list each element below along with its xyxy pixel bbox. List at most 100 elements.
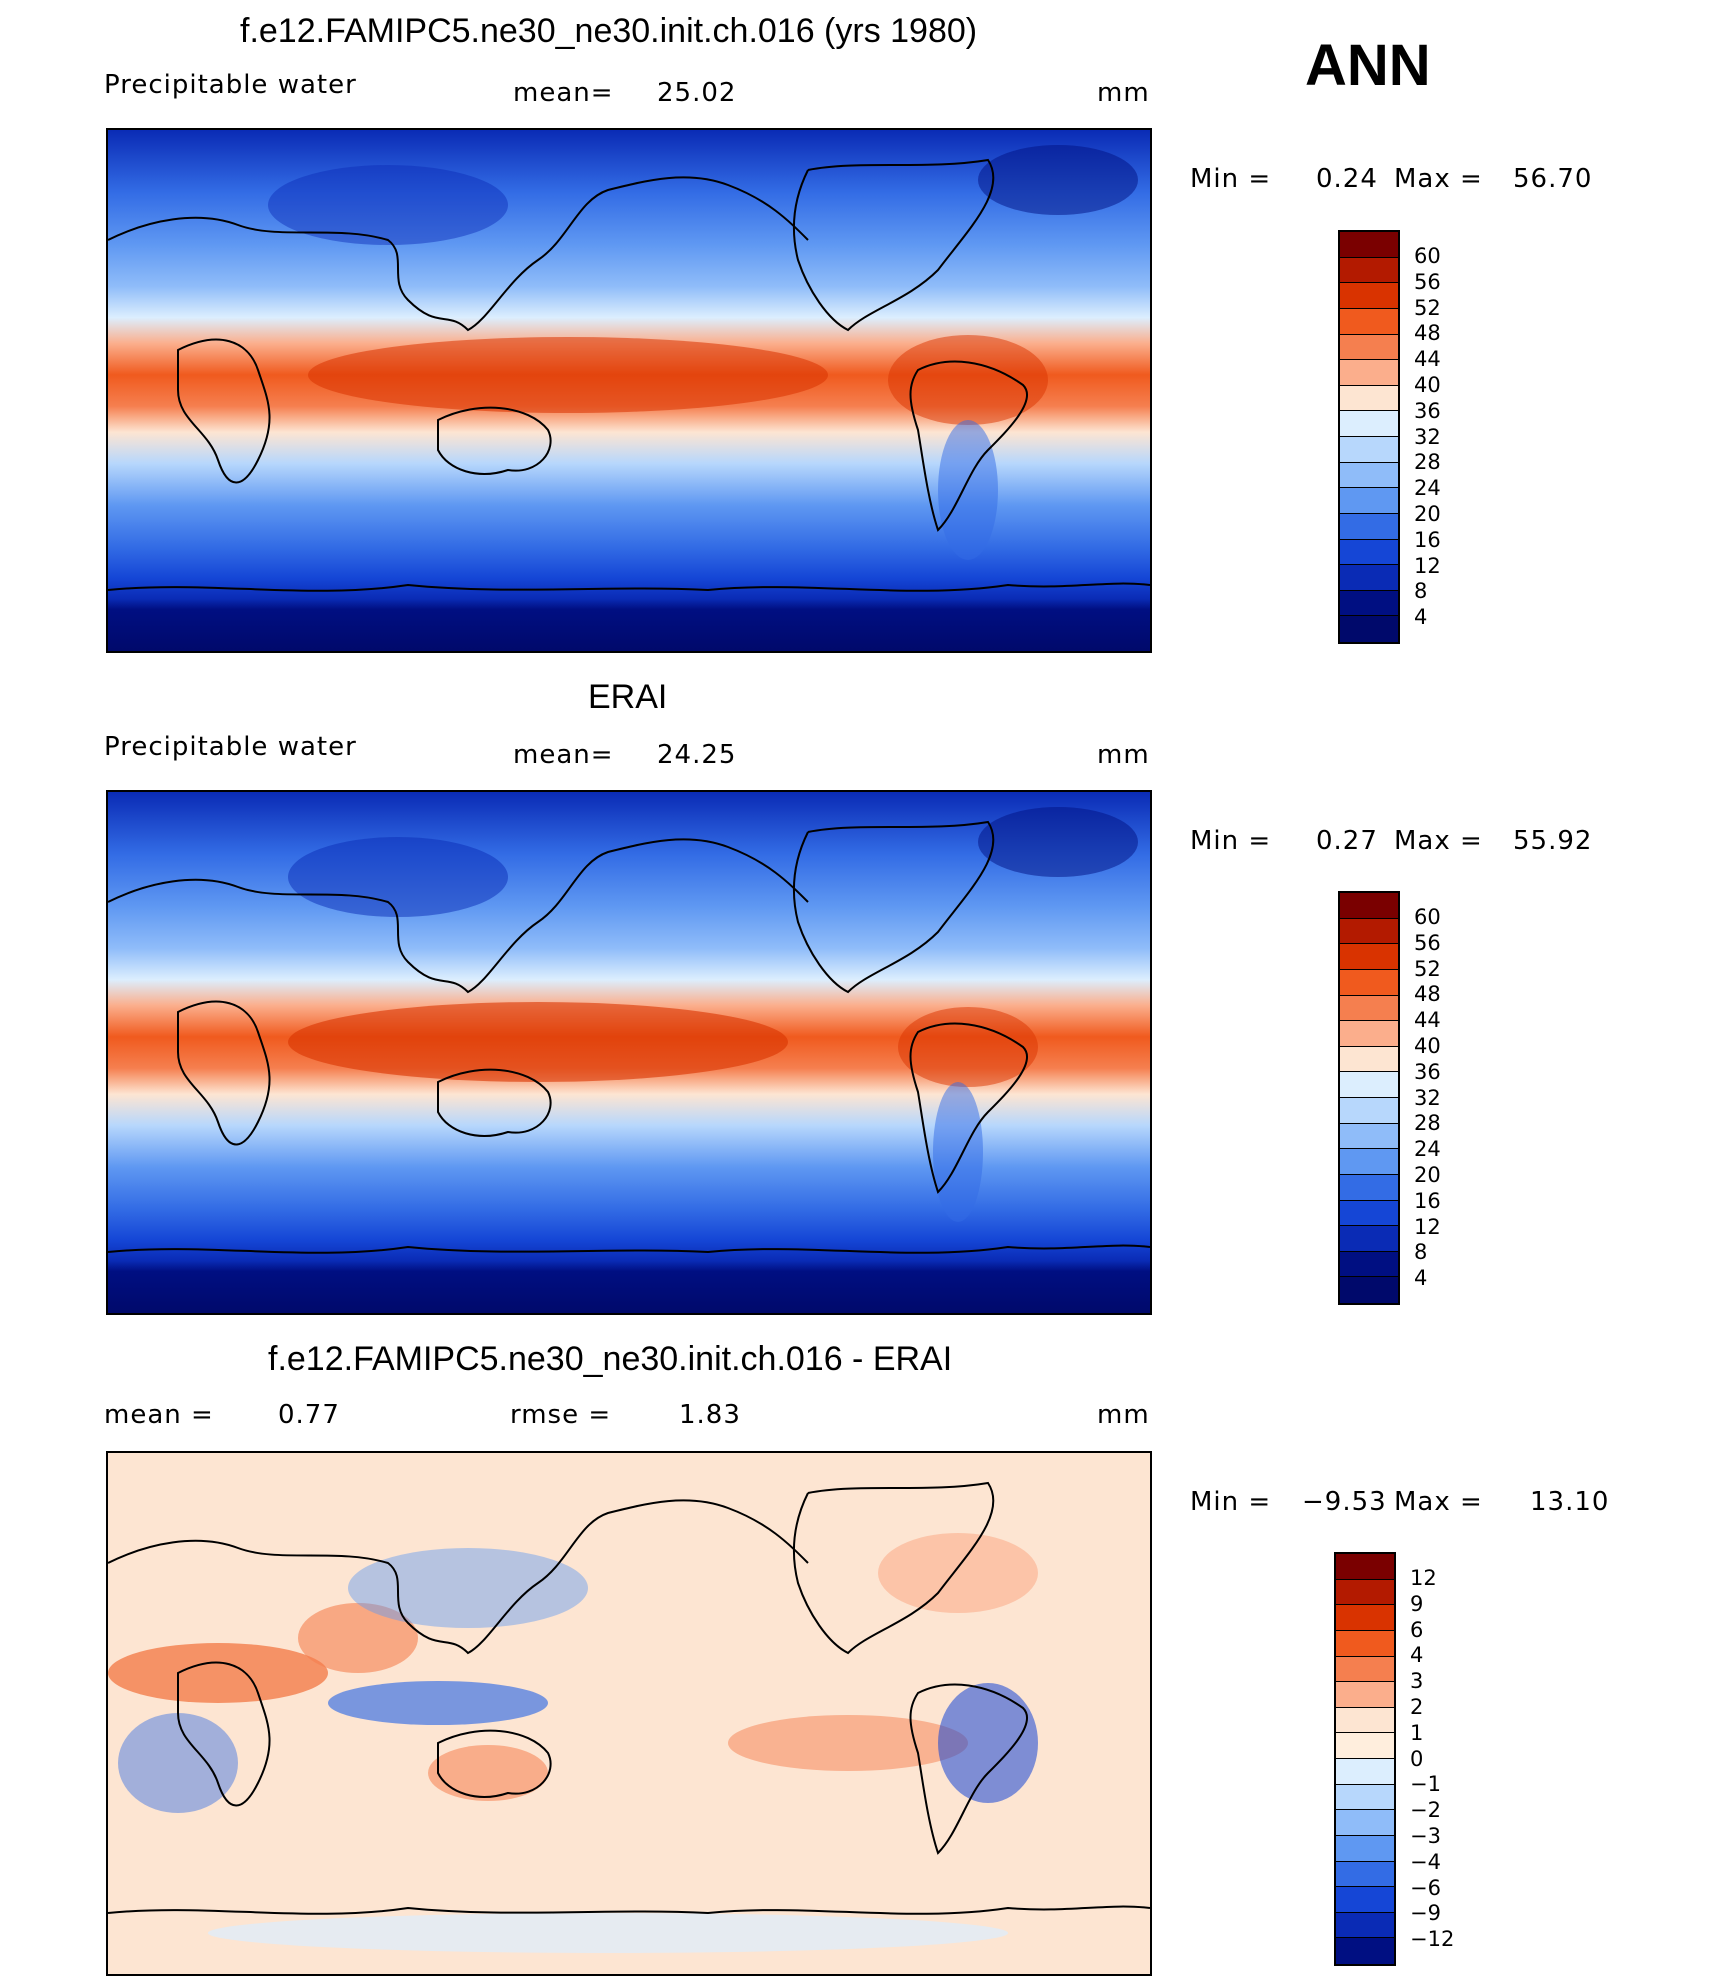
colorbar-tick-label: 52 bbox=[1414, 295, 1441, 320]
panel2-map bbox=[106, 790, 1152, 1315]
panel1-tibet-dry bbox=[268, 165, 508, 245]
colorbar-swatch bbox=[1340, 616, 1398, 642]
panel3-africa-coast bbox=[177, 1661, 271, 1807]
colorbar-swatch bbox=[1340, 1174, 1398, 1201]
colorbar-swatch bbox=[1340, 360, 1398, 386]
colorbar-tick-label: 8 bbox=[1414, 1240, 1428, 1265]
panel3-rmse-value: 1.83 bbox=[679, 1400, 741, 1430]
colorbar-swatch bbox=[1336, 1630, 1394, 1657]
colorbar-tick-label: 48 bbox=[1414, 982, 1441, 1007]
panel1-map bbox=[106, 128, 1152, 653]
colorbar-swatch bbox=[1340, 590, 1398, 617]
panel3-max-value: 13.10 bbox=[1530, 1487, 1610, 1517]
panel3-antarctic-dry bbox=[208, 1913, 1008, 1953]
panel1-min-value: 0.24 bbox=[1316, 164, 1378, 194]
panel2-amazon-max bbox=[898, 1007, 1038, 1087]
season-label: ANN bbox=[1305, 33, 1431, 98]
colorbar-swatch bbox=[1340, 488, 1398, 514]
colorbar-tick-label: 36 bbox=[1414, 1059, 1441, 1084]
colorbar-swatch bbox=[1340, 1226, 1398, 1252]
colorbar-tick-label: 4 bbox=[1414, 605, 1428, 630]
panel1-title: f.e12.FAMIPC5.ne30_ne30.init.ch.016 (yrs… bbox=[240, 12, 978, 50]
panel1-min-label: Min = bbox=[1190, 164, 1272, 194]
colorbar-tick-label: 44 bbox=[1414, 1008, 1441, 1033]
panel3-mean-value: 0.77 bbox=[278, 1400, 340, 1430]
panel3-amazon-dry bbox=[938, 1683, 1038, 1803]
colorbar-swatch bbox=[1340, 918, 1398, 945]
colorbar-swatch bbox=[1340, 437, 1398, 463]
panel3-map-svg bbox=[108, 1453, 1150, 1974]
panel2-max-value: 55.92 bbox=[1513, 826, 1593, 856]
colorbar-swatch bbox=[1340, 283, 1398, 309]
colorbar-swatch bbox=[1336, 1887, 1394, 1913]
panel1-units: mm bbox=[1097, 78, 1150, 108]
panel3-africa-dry bbox=[118, 1713, 238, 1813]
colorbar-swatch bbox=[1340, 462, 1398, 489]
colorbar-swatch bbox=[1336, 1707, 1394, 1734]
panel1-amazon-max bbox=[888, 335, 1048, 425]
panel2-units: mm bbox=[1097, 740, 1150, 770]
panel3-max-label: Max = bbox=[1394, 1487, 1483, 1517]
colorbar-swatch bbox=[1336, 1938, 1394, 1964]
panel3-australia-coast bbox=[437, 1729, 552, 1798]
panel3-indian-ocean-dry bbox=[328, 1681, 548, 1725]
panel3-min-label: Min = bbox=[1190, 1487, 1272, 1517]
panel2-andes-dry bbox=[933, 1082, 983, 1222]
colorbar-tick-label: 56 bbox=[1414, 269, 1441, 294]
panel2-tibet-dry bbox=[288, 837, 508, 917]
panel3-colorbar bbox=[1334, 1552, 1396, 1966]
colorbar-swatch bbox=[1336, 1784, 1394, 1811]
colorbar-tick-label: 4 bbox=[1410, 1643, 1424, 1668]
panel2-min-value: 0.27 bbox=[1316, 826, 1378, 856]
colorbar-tick-label: 3 bbox=[1410, 1669, 1424, 1694]
colorbar-swatch bbox=[1336, 1605, 1394, 1631]
colorbar-tick-label: 6 bbox=[1410, 1617, 1424, 1642]
panel3-title: f.e12.FAMIPC5.ne30_ne30.init.ch.016 - ER… bbox=[268, 1340, 953, 1378]
panel2-samerica-coast bbox=[909, 1022, 1029, 1194]
panel2-title: ERAI bbox=[588, 678, 668, 716]
colorbar-swatch bbox=[1340, 513, 1398, 540]
panel2-colorbar bbox=[1338, 891, 1400, 1305]
colorbar-tick-label: 40 bbox=[1414, 1034, 1441, 1058]
colorbar-tick-label: 40 bbox=[1414, 373, 1441, 397]
panel1-andes-dry bbox=[938, 420, 998, 560]
colorbar-tick-label: −12 bbox=[1410, 1927, 1455, 1952]
colorbar-swatch bbox=[1340, 1251, 1398, 1278]
panel1-max-label: Max = bbox=[1394, 164, 1483, 194]
colorbar-swatch bbox=[1336, 1579, 1394, 1606]
panel3-asia-dry bbox=[348, 1548, 588, 1628]
panel1-max-value: 56.70 bbox=[1513, 164, 1593, 194]
colorbar-tick-label: 36 bbox=[1414, 398, 1441, 423]
panel1-warm-pool bbox=[308, 337, 828, 413]
colorbar-tick-label: 32 bbox=[1414, 424, 1441, 449]
colorbar-swatch bbox=[1336, 1810, 1394, 1836]
panel3-sahel-wet bbox=[108, 1643, 328, 1703]
panel3-australia-wet bbox=[428, 1745, 548, 1801]
colorbar-swatch bbox=[1340, 565, 1398, 591]
colorbar-swatch bbox=[1336, 1554, 1394, 1580]
panel3-min-value: −9.53 bbox=[1302, 1487, 1387, 1517]
panel2-min-label: Min = bbox=[1190, 826, 1272, 856]
colorbar-tick-label: −2 bbox=[1410, 1798, 1441, 1823]
colorbar-tick-label: −3 bbox=[1410, 1824, 1441, 1848]
colorbar-swatch bbox=[1340, 969, 1398, 996]
colorbar-swatch bbox=[1336, 1861, 1394, 1888]
panel3-eurasia-coast bbox=[108, 1499, 809, 1655]
panel1-eurasia-coast bbox=[108, 176, 809, 332]
panel1-coastlines bbox=[108, 158, 1150, 592]
colorbar-swatch bbox=[1340, 308, 1398, 335]
panel3-samerica-coast bbox=[909, 1683, 1029, 1855]
colorbar-swatch bbox=[1340, 1021, 1398, 1047]
colorbar-swatch bbox=[1340, 1046, 1398, 1073]
panel1-mean-label: mean= bbox=[513, 78, 614, 108]
colorbar-swatch bbox=[1340, 334, 1398, 361]
colorbar-tick-label: 20 bbox=[1414, 502, 1441, 526]
panel3-mean-label: mean = bbox=[104, 1400, 214, 1430]
colorbar-tick-label: 28 bbox=[1414, 1111, 1441, 1136]
panel1-map-svg bbox=[108, 130, 1150, 651]
panel2-mean-value: 24.25 bbox=[657, 740, 737, 770]
panel2-africa-coast bbox=[177, 1000, 271, 1146]
colorbar-swatch bbox=[1340, 411, 1398, 437]
colorbar-tick-label: −9 bbox=[1410, 1901, 1441, 1926]
panel3-atlantic-wet bbox=[878, 1533, 1038, 1613]
